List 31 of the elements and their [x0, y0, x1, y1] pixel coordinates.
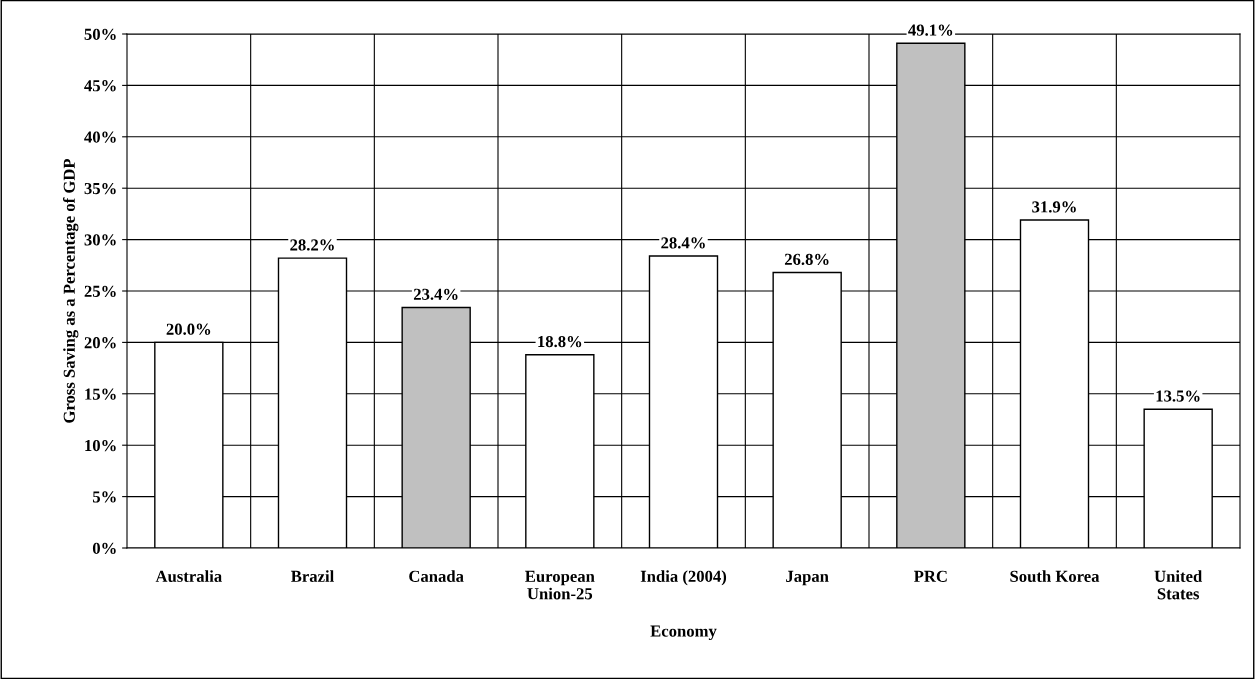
- x-tick-label: European Union-25: [525, 570, 595, 600]
- data-label: 26.8%: [784, 253, 829, 266]
- y-tick-label: 25%: [84, 285, 116, 297]
- data-label: 20.0%: [166, 323, 211, 335]
- x-tick-label: Brazil: [291, 570, 334, 582]
- data-label: 28.4%: [661, 237, 705, 249]
- data-label: 31.9%: [1032, 201, 1076, 213]
- x-tick-label: United States: [1154, 570, 1203, 600]
- y-tick-label: 35%: [84, 182, 116, 195]
- y-tick-label: 40%: [84, 131, 116, 143]
- y-tick-label: 50%: [84, 28, 116, 40]
- x-tick-label: South Korea: [1010, 570, 1100, 582]
- data-label: 18.8%: [538, 335, 582, 348]
- data-label: 49.1%: [908, 24, 953, 36]
- y-tick-label: 5%: [92, 491, 116, 503]
- x-axis-title: Economy: [650, 625, 717, 641]
- data-label: 23.4%: [413, 288, 458, 300]
- y-tick-label: 30%: [84, 234, 116, 246]
- data-label: 28.2%: [290, 239, 334, 251]
- y-tick-label: 10%: [85, 439, 116, 452]
- x-tick-label: Canada: [409, 570, 464, 582]
- x-tick-label: PRC: [913, 570, 947, 582]
- y-axis-title: Gross Saving as a Percentage of GDP: [62, 158, 79, 423]
- y-tick-label: 0%: [92, 542, 116, 554]
- x-tick-label: Japan: [786, 570, 829, 586]
- data-label: 13.5%: [1156, 390, 1200, 402]
- y-tick-label: 45%: [84, 80, 116, 92]
- x-tick-label: Australia: [155, 570, 222, 582]
- y-tick-label: 15%: [85, 388, 116, 400]
- x-tick-label: India (2004): [640, 570, 727, 586]
- y-tick-label: 20%: [84, 337, 116, 349]
